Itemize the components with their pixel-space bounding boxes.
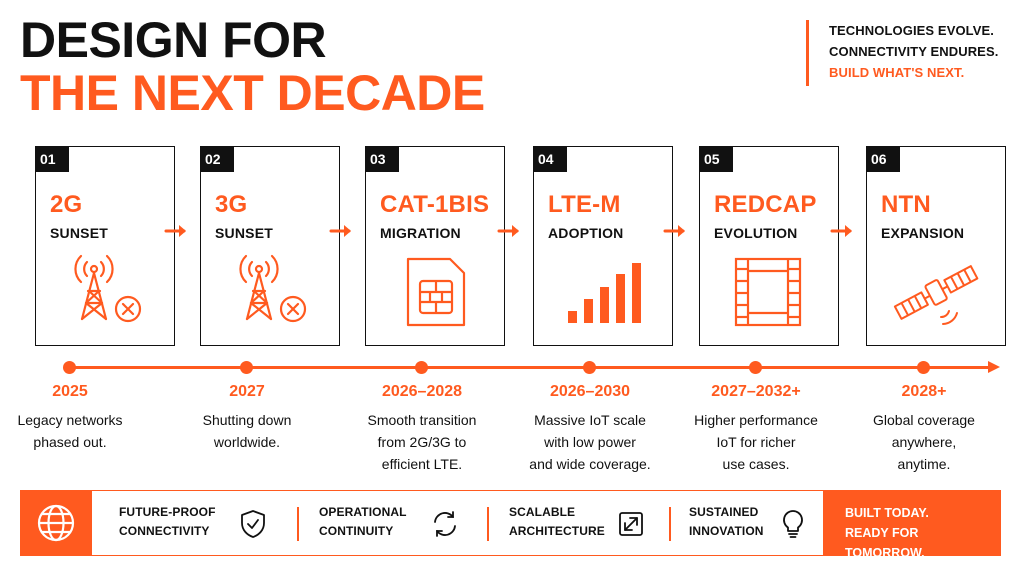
tagline-line-1: TECHNOLOGIES EVOLVE. [829,23,995,38]
timeline-dot [240,361,253,374]
step-description: Global coverage anywhere, anytime. [873,412,975,472]
step-card-lte-m: 04 LTE-M ADOPTION [533,146,673,346]
step-subtitle: MIGRATION [380,225,461,241]
step-card-2g: 01 2G SUNSET [35,146,175,346]
pillar-text: SCALABLE ARCHITECTURE [509,505,605,538]
arrow-right-icon [663,225,685,237]
timeline-dot [749,361,762,374]
step-number: 06 [866,146,900,172]
cta-line-1: BUILT TODAY. [845,506,929,520]
step-year: 2027 [229,383,265,400]
cell-tower-off-icon [239,254,307,323]
step-number: 04 [533,146,567,172]
step-technology: REDCAP [714,191,817,218]
timeline-dot [415,361,428,374]
step-subtitle: EVOLUTION [714,225,798,241]
step-card-cat-1bis: 03 CAT-1BIS MIGRATION [365,146,505,346]
tagline-line-3: BUILD WHAT'S NEXT. [829,65,965,80]
step-subtitle: SUNSET [50,225,108,241]
step-description: Smooth transition from 2G/3G to efficient … [367,412,477,472]
step-number: 03 [365,146,399,172]
timeline-dot [583,361,596,374]
step-subtitle: ADOPTION [548,225,624,241]
step-technology: 3G [215,191,248,218]
arrow-right-icon [329,225,351,237]
step-year: 2027–2032+ [711,383,801,400]
tagline: TECHNOLOGIES EVOLVE. CONNECTIVITY ENDURE… [806,20,998,86]
divider [487,507,489,541]
timeline-arrowhead [988,361,1000,373]
sim-card-icon [406,257,466,327]
satellite-icon [893,265,979,325]
timeline-dot [63,361,76,374]
arrow-right-icon [497,225,519,237]
step-technology: LTE-M [548,191,621,218]
cell-tower-off-icon [74,254,142,323]
pillar-text: SUSTAINED INNOVATION [689,505,764,538]
arrow-right-icon [830,225,852,237]
refresh-cycle-icon [434,511,456,537]
tagline-line-2: CONNECTIVITY ENDURES. [829,44,999,59]
timeline-dot [917,361,930,374]
title-line-1: DESIGN FOR [20,12,327,68]
step-number: 02 [200,146,234,172]
step-card-3g: 02 3G SUNSET [200,146,340,346]
divider [669,507,671,541]
step-number: 01 [35,146,69,172]
globe-badge [20,490,92,556]
timeline-line [70,366,994,369]
step-technology: NTN [881,191,931,218]
step-description: Shutting down worldwide. [202,412,292,450]
step-year: 2026–2030 [549,383,631,400]
globe-icon [37,504,75,542]
lightbulb-icon [783,510,803,538]
pillar-text: FUTURE-PROOF CONNECTIVITY [119,505,216,538]
step-year: 2026–2028 [381,383,463,400]
pillar-text: OPERATIONAL CONTINUITY [319,505,407,538]
page-title: DESIGN FOR THE NEXT DECADE [20,14,485,120]
step-card-ntn: 06 NTN EXPANSION [866,146,1006,346]
step-description: Legacy networks phased out. [17,412,123,450]
cta-panel: BUILT TODAY. READY FOR TOMORROW. [823,490,1001,560]
value-banner: FUTURE-PROOF CONNECTIVITY OPERATIONAL CONT… [20,490,1001,560]
arrow-right-icon [164,225,186,237]
step-year: 2028+ [901,383,947,400]
title-line-2: THE NEXT DECADE [20,65,485,121]
step-subtitle: SUNSET [215,225,273,241]
step-description: Higher performance IoT for richer use case… [694,412,818,472]
shield-check-icon [241,510,265,538]
film-strip-icon [734,257,802,327]
step-description: Massive IoT scale with low power and wide … [529,412,651,472]
step-number: 05 [699,146,733,172]
step-technology: 2G [50,191,83,218]
signal-bars-icon [568,263,641,323]
step-subtitle: EXPANSION [881,225,965,241]
step-year: 2025 [52,383,88,400]
cta-line-2: READY FOR TOMORROW. [845,526,925,560]
expand-arrows-icon [619,512,643,536]
step-technology: CAT-1BIS [380,191,490,218]
divider [297,507,299,541]
step-card-redcap: 05 REDCAP EVOLUTION [699,146,839,346]
